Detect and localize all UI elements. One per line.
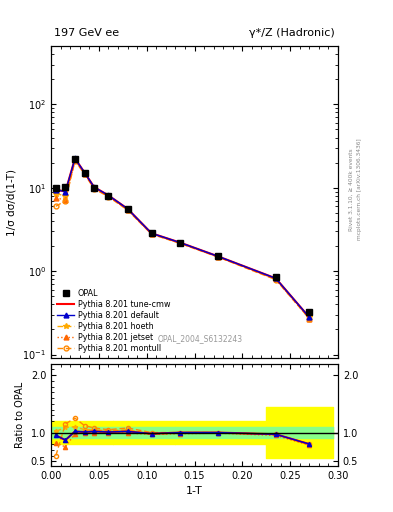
Text: OPAL_2004_S6132243: OPAL_2004_S6132243 — [158, 334, 243, 343]
Y-axis label: 1/σ dσ/d(1-T): 1/σ dσ/d(1-T) — [7, 169, 17, 236]
Pythia 8.201 montull — [274, 276, 278, 283]
Line: Pythia 8.201 default: Pythia 8.201 default — [53, 156, 312, 319]
Pythia 8.201 montull — [82, 171, 87, 177]
Pythia 8.201 hoeth — [274, 276, 278, 282]
Text: 197 GeV ee: 197 GeV ee — [54, 28, 119, 38]
Pythia 8.201 default — [178, 240, 183, 246]
Pythia 8.201 tune-cmw — [92, 184, 97, 190]
Pythia 8.201 tune-cmw — [106, 193, 111, 199]
Pythia 8.201 hoeth — [178, 240, 183, 246]
Pythia 8.201 hoeth — [216, 253, 221, 260]
OPAL — [73, 156, 77, 162]
Pythia 8.201 tune-cmw — [274, 275, 278, 282]
Pythia 8.201 default — [106, 193, 111, 199]
Pythia 8.201 default — [149, 230, 154, 237]
Pythia 8.201 jetset — [53, 195, 58, 201]
OPAL — [92, 185, 97, 191]
Pythia 8.201 tune-cmw — [216, 253, 221, 260]
OPAL — [106, 193, 111, 199]
OPAL — [274, 274, 278, 280]
Text: γ*/Z (Hadronic): γ*/Z (Hadronic) — [250, 28, 335, 38]
Pythia 8.201 montull — [63, 198, 68, 204]
OPAL — [125, 206, 130, 212]
Pythia 8.201 default — [92, 184, 97, 190]
Pythia 8.201 default — [53, 186, 58, 193]
Pythia 8.201 default — [216, 253, 221, 260]
OPAL — [216, 253, 221, 260]
Pythia 8.201 default — [82, 169, 87, 176]
OPAL — [63, 184, 68, 190]
Pythia 8.201 jetset — [178, 240, 183, 246]
OPAL — [82, 170, 87, 176]
Pythia 8.201 jetset — [82, 170, 87, 177]
Pythia 8.201 hoeth — [53, 190, 58, 197]
Pythia 8.201 montull — [53, 203, 58, 209]
Line: OPAL: OPAL — [53, 156, 312, 315]
Pythia 8.201 default — [274, 275, 278, 282]
Pythia 8.201 montull — [73, 158, 77, 164]
Pythia 8.201 jetset — [106, 193, 111, 199]
OPAL — [307, 309, 312, 315]
Y-axis label: Ratio to OPAL: Ratio to OPAL — [15, 381, 25, 448]
Pythia 8.201 hoeth — [73, 156, 77, 162]
Pythia 8.201 montull — [125, 207, 130, 213]
Pythia 8.201 tune-cmw — [149, 230, 154, 237]
Pythia 8.201 tune-cmw — [73, 155, 77, 161]
Pythia 8.201 jetset — [63, 197, 68, 203]
Pythia 8.201 default — [307, 314, 312, 321]
Pythia 8.201 hoeth — [106, 193, 111, 199]
Pythia 8.201 tune-cmw — [178, 240, 183, 246]
Text: mcplots.cern.ch [arXiv:1306.3436]: mcplots.cern.ch [arXiv:1306.3436] — [357, 139, 362, 240]
Line: Pythia 8.201 jetset: Pythia 8.201 jetset — [53, 158, 312, 321]
OPAL — [53, 185, 58, 191]
Pythia 8.201 jetset — [149, 231, 154, 237]
Legend: OPAL, Pythia 8.201 tune-cmw, Pythia 8.201 default, Pythia 8.201 hoeth, Pythia 8.: OPAL, Pythia 8.201 tune-cmw, Pythia 8.20… — [55, 287, 172, 354]
Pythia 8.201 montull — [216, 254, 221, 260]
Pythia 8.201 jetset — [307, 315, 312, 322]
Pythia 8.201 jetset — [73, 157, 77, 163]
Pythia 8.201 hoeth — [307, 314, 312, 321]
Pythia 8.201 jetset — [216, 254, 221, 260]
Pythia 8.201 tune-cmw — [82, 169, 87, 176]
Line: Pythia 8.201 montull: Pythia 8.201 montull — [53, 159, 312, 321]
X-axis label: 1-T: 1-T — [186, 486, 203, 496]
OPAL — [178, 240, 183, 246]
Pythia 8.201 hoeth — [149, 230, 154, 237]
Pythia 8.201 jetset — [125, 207, 130, 213]
Pythia 8.201 montull — [178, 240, 183, 246]
Pythia 8.201 montull — [307, 315, 312, 322]
Pythia 8.201 default — [63, 188, 68, 195]
Pythia 8.201 jetset — [274, 276, 278, 282]
Pythia 8.201 montull — [149, 231, 154, 237]
Pythia 8.201 tune-cmw — [125, 206, 130, 212]
Line: Pythia 8.201 hoeth: Pythia 8.201 hoeth — [53, 157, 312, 320]
Pythia 8.201 hoeth — [63, 193, 68, 199]
Pythia 8.201 montull — [106, 194, 111, 200]
Text: Rivet 3.1.10, ≥ 400k events: Rivet 3.1.10, ≥ 400k events — [349, 148, 354, 231]
Pythia 8.201 jetset — [92, 185, 97, 191]
Pythia 8.201 montull — [92, 186, 97, 192]
Pythia 8.201 hoeth — [125, 206, 130, 212]
Line: Pythia 8.201 tune-cmw: Pythia 8.201 tune-cmw — [56, 158, 309, 317]
Pythia 8.201 tune-cmw — [53, 186, 58, 193]
Pythia 8.201 tune-cmw — [307, 314, 312, 321]
OPAL — [149, 229, 154, 236]
Pythia 8.201 tune-cmw — [63, 188, 68, 195]
Pythia 8.201 default — [125, 206, 130, 212]
Pythia 8.201 default — [73, 155, 77, 161]
Pythia 8.201 hoeth — [82, 170, 87, 176]
Pythia 8.201 hoeth — [92, 185, 97, 191]
